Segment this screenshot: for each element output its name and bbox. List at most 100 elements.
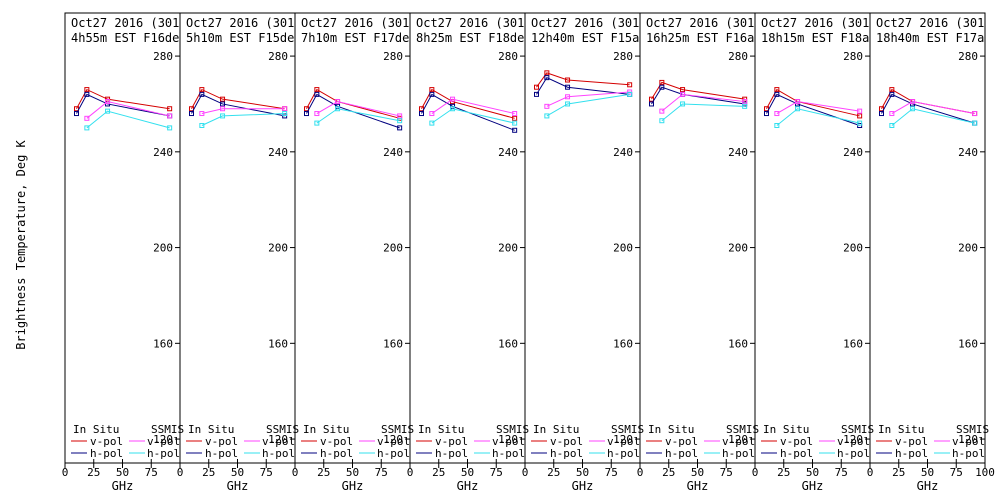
data-point <box>972 120 978 126</box>
data-point <box>74 111 79 117</box>
data-point <box>397 118 403 124</box>
legend-ssmis-h-label: h-pol <box>952 447 985 460</box>
legend-insitu-h-label: h-pol <box>320 447 353 460</box>
data-point <box>512 120 518 126</box>
series-line <box>421 93 515 131</box>
x-tick-label: 75 <box>145 466 158 479</box>
series-line <box>651 86 745 105</box>
data-point <box>220 113 226 119</box>
legend-insitu-v-label: v-pol <box>205 435 238 448</box>
y-tick-label: 240 <box>498 146 518 159</box>
y-tick-label: 160 <box>153 337 173 350</box>
legend-ssmis-v-label: v-pol <box>952 435 985 448</box>
data-point <box>105 108 111 114</box>
panel-subtitle: 12h40m EST F15asc <box>531 31 654 45</box>
legend-ssmis-v-label: v-pol <box>607 435 640 448</box>
panel-title-group: Oct27 2016 (301)18h15m EST F18asc <box>761 16 877 45</box>
data-point <box>429 111 435 117</box>
y-tick-label: 120 <box>613 433 633 446</box>
data-point <box>512 127 518 133</box>
legend-ssmis-v-label: v-pol <box>837 435 870 448</box>
data-point <box>857 113 863 119</box>
legend-insitu-v-label: v-pol <box>550 435 583 448</box>
x-tick-label: 50 <box>921 466 934 479</box>
legend-ssmis-h-label: h-pol <box>147 447 180 460</box>
x-tick-label: 75 <box>260 466 273 479</box>
data-point <box>774 87 780 93</box>
legend-insitu-v-label: v-pol <box>780 435 813 448</box>
y-tick-label: 160 <box>843 337 863 350</box>
data-point <box>199 91 205 97</box>
data-point <box>565 84 571 90</box>
legend-ssmis-h-label: h-pol <box>377 447 410 460</box>
y-tick-label: 280 <box>728 50 748 63</box>
y-tick-label: 280 <box>958 50 978 63</box>
legend-insitu-h-label: h-pol <box>780 447 813 460</box>
y-tick-label: 160 <box>383 337 403 350</box>
series-line <box>191 88 285 110</box>
y-tick-label: 240 <box>153 146 173 159</box>
panel-subtitle: 16h25m EST F16asc <box>646 31 769 45</box>
data-point <box>167 125 173 131</box>
x-tick-label: 50 <box>461 466 474 479</box>
data-point <box>335 106 341 112</box>
data-point <box>879 111 884 117</box>
series-line <box>201 113 285 126</box>
series-line <box>546 93 630 117</box>
y-tick-label: 200 <box>613 242 633 255</box>
data-point <box>512 111 518 117</box>
x-axis-label: GHz <box>687 479 709 493</box>
y-tick-label: 160 <box>728 337 748 350</box>
data-point <box>544 75 550 81</box>
legend-ssmis: SSMIS <box>956 423 989 436</box>
x-axis-label: GHz <box>227 479 249 493</box>
x-tick-label: 50 <box>806 466 819 479</box>
data-point <box>627 91 633 97</box>
data-point <box>649 101 654 107</box>
panel-subtitle: 4h55m EST F16des <box>71 31 187 45</box>
legend-ssmis: SSMIS <box>266 423 299 436</box>
legend-in-situ: In Situ <box>303 423 349 436</box>
y-tick-label: 120 <box>843 433 863 446</box>
data-point <box>335 99 341 105</box>
legend-in-situ: In Situ <box>878 423 924 436</box>
data-point <box>534 91 539 97</box>
series-line <box>776 101 860 114</box>
x-tick-label: 50 <box>231 466 244 479</box>
legend-ssmis-h-label: h-pol <box>262 447 295 460</box>
legend-ssmis-h-label: h-pol <box>722 447 755 460</box>
x-tick-label: 0 <box>522 466 529 479</box>
y-tick-label: 280 <box>153 50 173 63</box>
series-line <box>536 72 630 88</box>
panel-title: Oct27 2016 (301) <box>646 16 762 30</box>
y-tick-label: 120 <box>498 433 518 446</box>
x-axis-label: GHz <box>112 479 134 493</box>
data-point <box>199 111 205 117</box>
x-tick-label: 50 <box>576 466 589 479</box>
data-point <box>512 115 518 121</box>
data-point <box>764 106 769 112</box>
y-tick-label: 160 <box>268 337 288 350</box>
x-tick-label: 0 <box>867 466 874 479</box>
y-tick-label: 120 <box>268 433 288 446</box>
legend-insitu-v-label: v-pol <box>90 435 123 448</box>
panel-subtitle: 5h10m EST F15des <box>186 31 302 45</box>
series-line <box>306 93 400 129</box>
x-axis-label: GHz <box>457 479 479 493</box>
y-tick-label: 120 <box>728 433 748 446</box>
data-point <box>889 91 895 97</box>
data-point <box>419 106 424 112</box>
panel-title: Oct27 2016 (301) <box>761 16 877 30</box>
panel-title-group: Oct27 2016 (301)4h55m EST F16des <box>71 16 187 45</box>
series-line <box>536 76 630 95</box>
data-point <box>189 106 194 112</box>
legend-ssmis: SSMIS <box>841 423 874 436</box>
data-point <box>84 91 90 97</box>
data-point <box>910 99 916 105</box>
x-tick-label: 50 <box>691 466 704 479</box>
data-point <box>659 108 665 114</box>
panel-title-group: Oct27 2016 (301)5h10m EST F15des <box>186 16 302 45</box>
legend-in-situ: In Situ <box>418 423 464 436</box>
data-point <box>742 99 748 105</box>
panel-8: Oct27 2016 (301)18h40m EST F17asc 120 160 2… <box>867 12 995 493</box>
